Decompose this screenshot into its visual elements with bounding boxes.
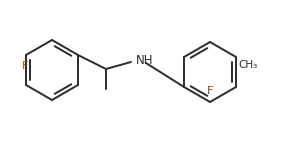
Text: F: F [207,86,213,96]
Text: CH₃: CH₃ [238,60,257,70]
Text: NH: NH [136,55,153,67]
Text: F: F [22,61,28,71]
